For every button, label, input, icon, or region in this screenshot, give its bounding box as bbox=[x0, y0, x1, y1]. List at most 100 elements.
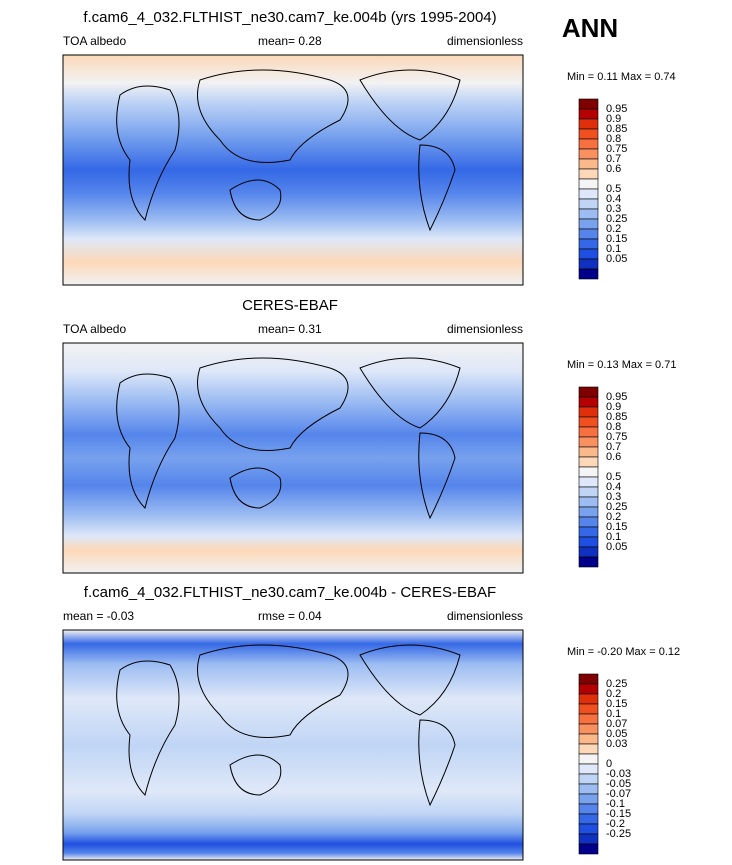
colorbar-box bbox=[578, 258, 599, 270]
colorbar-label: 0.2 bbox=[606, 223, 621, 235]
colorbar-label: 0.25 bbox=[606, 678, 627, 690]
colorbar-label: 0.15 bbox=[606, 698, 627, 710]
colorbar-label: 0.8 bbox=[606, 133, 621, 145]
colorbar-box bbox=[578, 496, 599, 508]
panel-center-label: mean= 0.28 bbox=[258, 34, 322, 48]
colorbar-box bbox=[578, 506, 599, 518]
colorbar-box bbox=[578, 733, 599, 745]
colorbar-label: 0.1 bbox=[606, 243, 621, 255]
colorbar-box bbox=[578, 436, 599, 448]
colorbar-label: 0.95 bbox=[606, 103, 627, 115]
colorbar-label: 0.05 bbox=[606, 728, 627, 740]
coastline bbox=[116, 660, 180, 796]
colorbar-box bbox=[578, 188, 599, 200]
colorbar-box bbox=[578, 386, 599, 398]
colorbar-label: 0.15 bbox=[606, 521, 627, 533]
colorbar-box bbox=[578, 268, 599, 280]
colorbar-label: -0.15 bbox=[606, 808, 631, 820]
colorbar-label: 0.3 bbox=[606, 203, 621, 215]
map bbox=[62, 54, 524, 286]
colorbar-box bbox=[578, 803, 599, 815]
coastline bbox=[229, 754, 282, 796]
colorbar-box bbox=[578, 208, 599, 220]
colorbar-label: -0.1 bbox=[606, 798, 625, 810]
colorbar-label: 0.07 bbox=[606, 718, 627, 730]
colorbar-label: 0.7 bbox=[606, 441, 621, 453]
coastline bbox=[116, 373, 180, 509]
colorbar-box bbox=[578, 793, 599, 805]
colorbar-box bbox=[578, 743, 599, 755]
colorbar-box bbox=[578, 108, 599, 120]
coastline bbox=[359, 357, 461, 429]
colorbar-box bbox=[578, 98, 599, 110]
colorbar-box bbox=[578, 466, 599, 478]
colorbar-box bbox=[578, 723, 599, 735]
map bbox=[62, 629, 524, 861]
colorbar-box bbox=[578, 753, 599, 765]
colorbar-box bbox=[578, 703, 599, 715]
colorbar-label: 0.15 bbox=[606, 233, 627, 245]
colorbar-label: 0.9 bbox=[606, 113, 621, 125]
min-max-label: Min = -0.20 Max = 0.12 bbox=[567, 646, 680, 658]
coastline bbox=[229, 179, 282, 221]
colorbar-label: 0.3 bbox=[606, 491, 621, 503]
colorbar-box bbox=[578, 783, 599, 795]
colorbar-label: 0.25 bbox=[606, 213, 627, 225]
season-label: ANN bbox=[562, 13, 618, 43]
colorbar-box bbox=[578, 138, 599, 150]
coastline bbox=[197, 644, 349, 738]
colorbar-label: 0.25 bbox=[606, 501, 627, 513]
colorbar-label: 0.4 bbox=[606, 481, 621, 493]
panel-center-label: mean= 0.31 bbox=[258, 322, 322, 336]
colorbar-label: -0.05 bbox=[606, 778, 631, 790]
colorbar-box bbox=[578, 198, 599, 210]
colorbar-label: -0.25 bbox=[606, 828, 631, 840]
colorbar-label: 0.2 bbox=[606, 511, 621, 523]
colorbar-box bbox=[578, 536, 599, 548]
colorbar-box bbox=[578, 516, 599, 528]
coastline bbox=[418, 144, 456, 232]
colorbar-label: 0.75 bbox=[606, 431, 627, 443]
colorbar-box bbox=[578, 406, 599, 418]
colorbar-box bbox=[578, 128, 599, 140]
colorbar-box bbox=[578, 476, 599, 488]
coastline bbox=[359, 644, 461, 716]
colorbar-box bbox=[578, 456, 599, 468]
panel-right-label: dimensionless bbox=[447, 34, 523, 48]
colorbar-label: 0.5 bbox=[606, 471, 621, 483]
colorbar-box bbox=[578, 218, 599, 230]
colorbar-label: 0.1 bbox=[606, 708, 621, 720]
colorbar-box bbox=[578, 238, 599, 250]
colorbar-label: 0.05 bbox=[606, 253, 627, 265]
coastline bbox=[197, 69, 349, 163]
colorbar-box bbox=[578, 228, 599, 240]
panel-left-label: TOA albedo bbox=[63, 34, 126, 48]
panel-title: f.cam6_4_032.FLTHIST_ne30.cam7_ke.004b -… bbox=[84, 584, 496, 601]
colorbar-label: 0 bbox=[606, 758, 612, 770]
colorbar-label: 0.7 bbox=[606, 153, 621, 165]
colorbar-box bbox=[578, 168, 599, 180]
colorbar-box bbox=[578, 546, 599, 558]
colorbar-label: 0.75 bbox=[606, 143, 627, 155]
colorbar-label: 0.05 bbox=[606, 541, 627, 553]
colorbar-box bbox=[578, 773, 599, 785]
colorbar-label: -0.07 bbox=[606, 788, 631, 800]
colorbar-label: -0.2 bbox=[606, 818, 625, 830]
colorbar-label: -0.03 bbox=[606, 768, 631, 780]
colorbar-label: 0.85 bbox=[606, 411, 627, 423]
colorbar-box bbox=[578, 178, 599, 190]
colorbar-box bbox=[578, 248, 599, 260]
colorbar-box bbox=[578, 446, 599, 458]
panel-center-label: rmse = 0.04 bbox=[258, 609, 322, 623]
colorbar-label: 0.6 bbox=[606, 451, 621, 463]
colorbar-label: 0.4 bbox=[606, 193, 621, 205]
colorbar-label: 0.95 bbox=[606, 391, 627, 403]
colorbar-label: 0.85 bbox=[606, 123, 627, 135]
colorbar-box bbox=[578, 426, 599, 438]
coastline bbox=[418, 432, 456, 520]
colorbar-box bbox=[578, 526, 599, 538]
colorbar-box bbox=[578, 486, 599, 498]
panel-title: CERES-EBAF bbox=[242, 297, 338, 314]
coastline bbox=[418, 719, 456, 807]
